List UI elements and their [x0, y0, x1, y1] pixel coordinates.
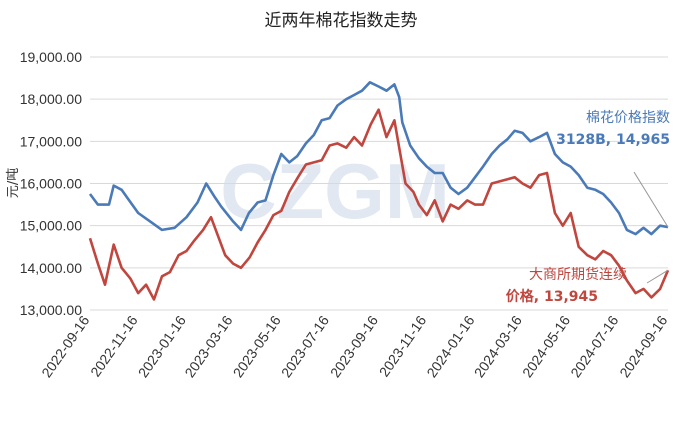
- series2-label: 大商所期货连续: [529, 266, 627, 283]
- x-tick-label: 2024-05-16: [519, 312, 573, 380]
- x-axis: 2022-09-162022-11-162023-01-162023-03-16…: [38, 312, 670, 380]
- series2-leader: [646, 269, 669, 284]
- y-tick-label: 18,000.00: [20, 91, 82, 107]
- series2-value-label: 价格, 13,945: [506, 288, 598, 305]
- x-tick-label: 2024-01-16: [423, 312, 477, 380]
- chart-title: 近两年棉花指数走势: [265, 11, 418, 31]
- series-lines: [88, 81, 670, 301]
- y-axis: 13,000.00 14,000.00 15,000.00 16,000.00 17,0…: [20, 49, 82, 318]
- x-tick-label: 2024-09-16: [616, 312, 670, 380]
- y-tick-label: 13,000.00: [20, 302, 82, 318]
- series-line-1: [88, 81, 669, 236]
- grid: [90, 56, 668, 311]
- watermark: CZGM: [220, 147, 450, 235]
- x-tick-label: 2023-11-16: [376, 312, 430, 379]
- x-tick-label: 2023-03-16: [181, 312, 235, 380]
- x-tick-label: 2022-09-16: [38, 312, 92, 380]
- x-tick-label: 2024-07-16: [567, 312, 621, 380]
- series-line-2: [88, 108, 670, 301]
- series1-value-label: 3128B, 14,965: [556, 132, 670, 148]
- y-tick-label: 15,000.00: [20, 218, 82, 234]
- x-tick-label: 2023-09-16: [327, 312, 381, 380]
- x-tick-label: 2023-07-16: [278, 312, 332, 380]
- series1-leader: [633, 171, 669, 228]
- x-tick-label: 2022-11-16: [87, 312, 141, 379]
- y-tick-label: 14,000.00: [20, 260, 82, 276]
- x-tick-label: 2024-03-16: [471, 312, 525, 380]
- x-tick-label: 2023-01-16: [135, 312, 189, 380]
- y-tick-label: 19,000.00: [20, 49, 82, 65]
- y-tick-label: 16,000.00: [20, 176, 82, 192]
- y-axis-label: 元/吨: [6, 168, 21, 198]
- x-tick-label: 2023-05-16: [230, 312, 284, 380]
- y-tick-label: 17,000.00: [20, 133, 82, 149]
- series1-label: 棉花价格指数: [586, 109, 670, 126]
